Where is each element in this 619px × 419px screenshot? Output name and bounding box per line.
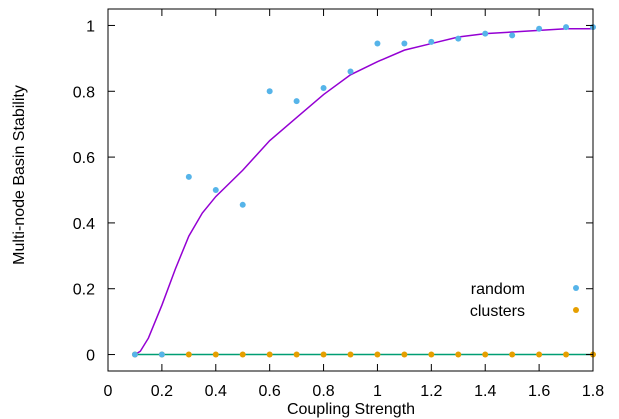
legend-marker-random bbox=[573, 285, 579, 291]
point-random bbox=[239, 201, 246, 208]
point-random bbox=[455, 35, 462, 42]
legend: random clusters bbox=[470, 281, 579, 320]
point-clusters bbox=[374, 351, 381, 358]
y-tick-label: 0.2 bbox=[73, 282, 95, 299]
plot-frame bbox=[107, 8, 594, 372]
data-points bbox=[131, 24, 596, 358]
y-tick-label: 0 bbox=[86, 348, 95, 365]
point-clusters bbox=[293, 351, 300, 358]
point-clusters bbox=[509, 351, 516, 358]
point-clusters bbox=[536, 351, 543, 358]
y-tick-label: 1 bbox=[86, 18, 95, 35]
point-random bbox=[401, 40, 408, 47]
fit-line bbox=[134, 28, 593, 356]
point-random bbox=[509, 32, 516, 39]
x-tick-label: 1.2 bbox=[420, 383, 442, 400]
point-clusters bbox=[563, 351, 570, 358]
x-tick-label: 0.2 bbox=[151, 383, 173, 400]
point-random bbox=[293, 98, 300, 105]
point-random bbox=[212, 187, 219, 193]
point-random bbox=[563, 24, 570, 31]
point-clusters bbox=[212, 351, 219, 358]
point-random bbox=[158, 351, 165, 358]
x-tick-label: 0.8 bbox=[312, 383, 334, 400]
x-axis-label: Coupling Strength bbox=[287, 401, 415, 418]
x-tick-label: 0.6 bbox=[259, 383, 281, 400]
point-random bbox=[266, 88, 273, 95]
point-random bbox=[131, 351, 138, 358]
point-clusters bbox=[347, 351, 354, 358]
point-clusters bbox=[320, 351, 327, 358]
x-tick-label: 1.8 bbox=[582, 383, 604, 400]
point-clusters bbox=[266, 351, 273, 358]
y-tick-label: 0.8 bbox=[73, 84, 95, 101]
fit-lines bbox=[134, 28, 593, 356]
y-tick-label: 0.4 bbox=[73, 216, 95, 233]
point-random bbox=[482, 30, 489, 37]
point-random bbox=[536, 25, 543, 32]
point-clusters bbox=[239, 351, 246, 358]
x-tick-label: 0 bbox=[104, 383, 113, 400]
point-random bbox=[428, 38, 435, 45]
point-random bbox=[320, 84, 327, 91]
point-clusters bbox=[482, 351, 489, 358]
legend-label-random: random bbox=[471, 281, 525, 298]
legend-label-clusters: clusters bbox=[470, 303, 525, 320]
point-random bbox=[374, 40, 381, 47]
legend-marker-clusters bbox=[573, 307, 579, 313]
x-tick-label: 0.4 bbox=[205, 383, 227, 400]
y-axis-label: Multi-node Basin Stability bbox=[11, 85, 28, 265]
point-clusters bbox=[428, 351, 435, 358]
point-random bbox=[185, 173, 192, 180]
point-clusters bbox=[401, 351, 408, 358]
x-tick-label: 1 bbox=[373, 383, 382, 400]
axes: 0 0.2 0.4 0.6 0.8 1 1.2 1.4 1.6 1.8 0 0.2 0.4 0.6 0.8 1 bbox=[73, 8, 604, 400]
point-clusters bbox=[185, 351, 192, 358]
x-tick-label: 1.6 bbox=[528, 383, 550, 400]
point-clusters bbox=[455, 351, 462, 358]
point-random bbox=[347, 68, 354, 75]
y-tick-label: 0.6 bbox=[73, 150, 95, 167]
x-tick-label: 1.4 bbox=[474, 383, 496, 400]
